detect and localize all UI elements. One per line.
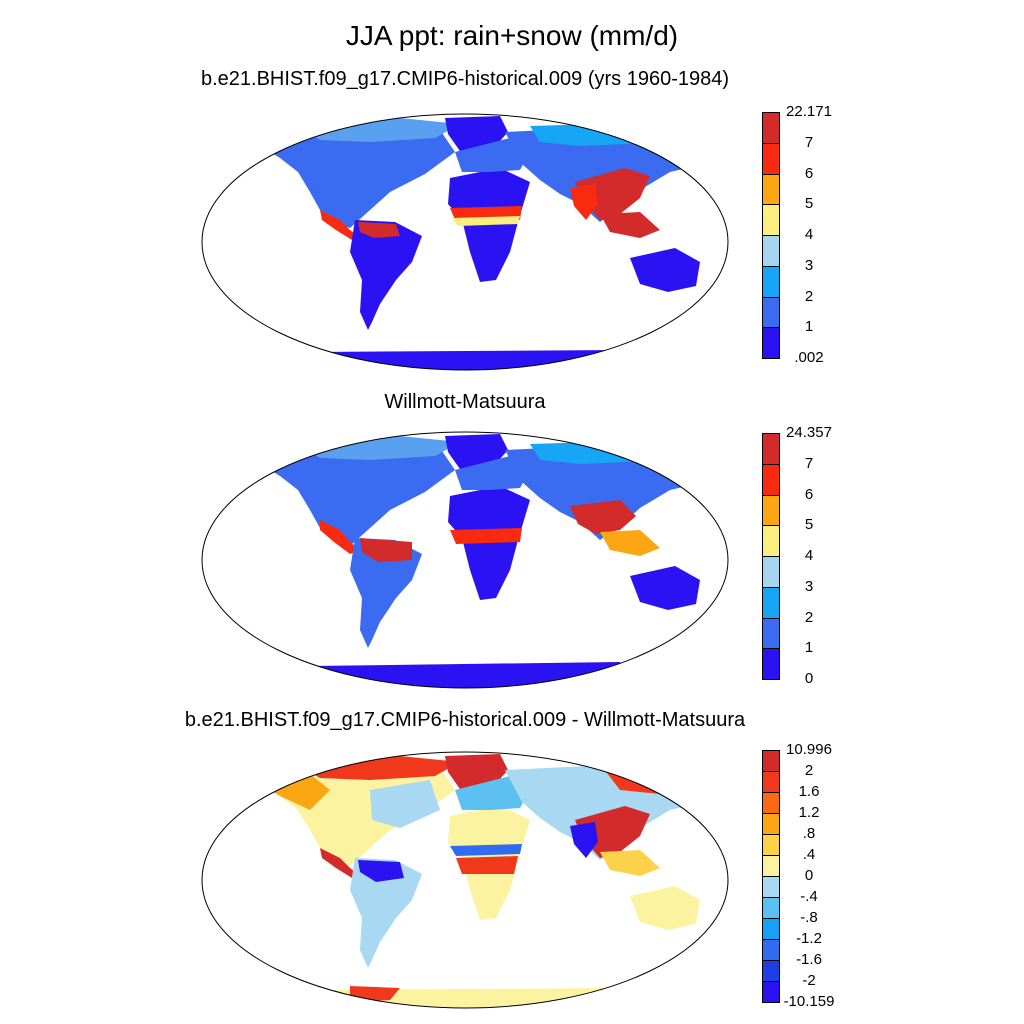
se-asia	[600, 850, 660, 876]
amazon-north	[360, 538, 412, 562]
colorbar-label: 0	[804, 867, 814, 884]
colorbar-label: -1.6	[796, 951, 822, 968]
colorbar-label: 1	[804, 639, 814, 657]
east-asia-monsoon	[570, 500, 636, 534]
amazon-north	[358, 222, 400, 238]
colorbar-label: -1.2	[796, 930, 822, 947]
colorbar-label: -.8	[800, 909, 818, 926]
antarctica	[300, 988, 630, 1008]
colorbar-label: 2	[804, 608, 814, 626]
central-africa	[456, 856, 518, 874]
india	[570, 822, 598, 858]
colorbar-label: 4	[804, 547, 814, 564]
colorbar-label: 4	[804, 226, 814, 243]
colorbar-label: 2	[804, 287, 814, 305]
colorbar-label: 6	[804, 164, 814, 182]
australia	[630, 886, 700, 930]
sahel-band	[450, 528, 522, 544]
europe	[455, 776, 530, 810]
colorbar-swatch	[762, 750, 780, 772]
colorbar-label: 1	[804, 318, 814, 336]
colorbar-swatch	[762, 433, 780, 465]
colorbar-label: 1.2	[798, 804, 820, 821]
colorbar-label: -.4	[800, 888, 818, 905]
sahel-yellow	[452, 216, 520, 226]
colorbar-label: 2	[804, 762, 814, 779]
colorbar-label: 3	[804, 577, 814, 595]
panel-3-map	[201, 751, 729, 1009]
sahel-band	[450, 844, 522, 856]
colorbar-label: 6	[804, 485, 814, 503]
south-america	[350, 220, 422, 330]
colorbar-label: -2	[802, 972, 816, 989]
figure-title: JJA ppt: rain+snow (mm/d)	[345, 20, 679, 51]
colorbar-label: 5	[804, 516, 814, 534]
colorbar-swatch	[762, 112, 780, 144]
colorbar-label: 0	[804, 670, 814, 687]
colorbar-label: 10.996	[786, 741, 832, 758]
europe	[455, 456, 530, 490]
north-america	[262, 444, 455, 546]
south-america	[350, 858, 422, 968]
europe	[455, 138, 530, 172]
panel-2-map	[201, 431, 729, 689]
central-america	[320, 210, 360, 240]
panel-1-map	[201, 113, 729, 371]
colorbar-label: .8	[802, 825, 816, 842]
colorbar-label: .4	[802, 846, 816, 863]
antarctica	[300, 350, 630, 370]
panel-1-title: b.e21.BHIST.f09_g17.CMIP6-historical.009…	[200, 68, 730, 90]
siberia-north	[530, 440, 670, 464]
colorbar-label: -10.159	[783, 993, 835, 1010]
africa	[448, 168, 530, 282]
colorbar-label: 5	[804, 195, 814, 213]
north-america	[262, 126, 455, 228]
central-america	[320, 520, 360, 554]
australia	[630, 566, 700, 610]
colorbar-label: 22.171	[786, 103, 832, 120]
siberia-north	[530, 122, 670, 146]
india	[570, 184, 598, 220]
colorbar-label: .002	[794, 349, 824, 366]
se-asia	[600, 530, 660, 556]
colorbar-label: 7	[804, 454, 814, 472]
panel-2-title: Willmott-Matsuura	[384, 391, 546, 413]
colorbar-label: 1.6	[798, 783, 820, 800]
colorbar-label: 7	[804, 133, 814, 151]
south-america	[350, 538, 422, 648]
amazon-north	[358, 860, 404, 882]
colorbar-label: 3	[804, 256, 814, 274]
central-america	[320, 848, 360, 878]
colorbar-label: 24.357	[786, 424, 832, 441]
se-asia	[600, 212, 660, 238]
north-america-east	[370, 780, 440, 828]
australia	[630, 248, 700, 292]
africa	[448, 486, 530, 600]
panel-3-title: b.e21.BHIST.f09_g17.CMIP6-historical.009…	[184, 709, 746, 731]
